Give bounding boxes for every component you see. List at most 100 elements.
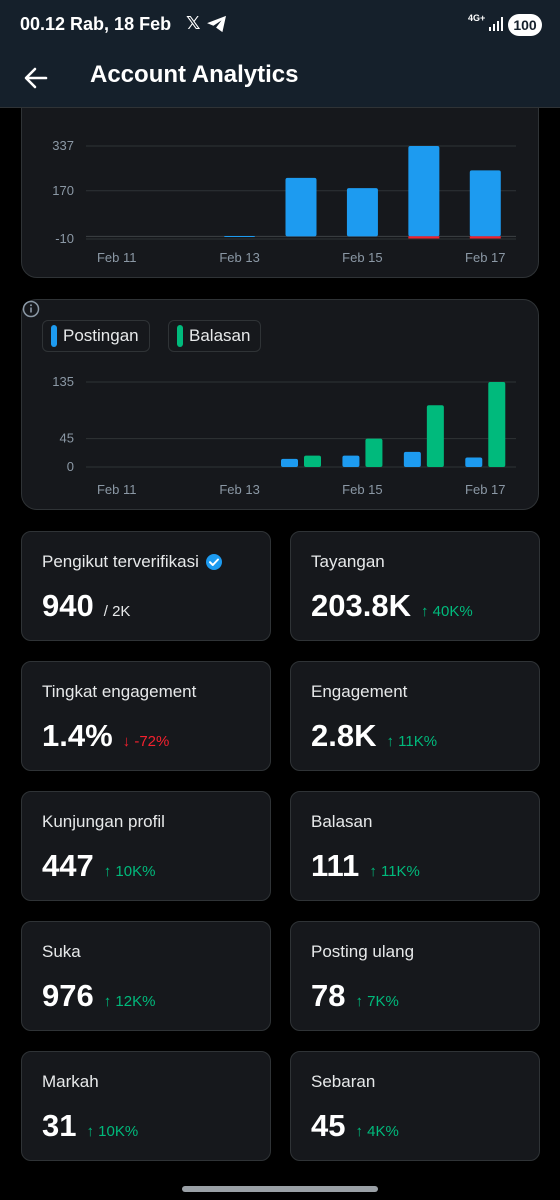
stat-value-row: 940 / 2K bbox=[42, 588, 130, 624]
stat-card[interactable]: Balasan 111 ↑ 11K% bbox=[290, 791, 540, 901]
y-tick-label: 135 bbox=[52, 374, 74, 389]
y-tick-label: 0 bbox=[67, 459, 74, 474]
stat-label: Sebaran bbox=[311, 1072, 375, 1092]
stat-card[interactable]: Suka 976 ↑ 12K% bbox=[21, 921, 271, 1031]
stat-value: 940 bbox=[42, 588, 94, 623]
stat-value: 447 bbox=[42, 848, 94, 883]
analytics-content[interactable]: 337 170 -10 Feb 11 Feb 13 Feb 15 Feb 17 Postin… bbox=[0, 108, 560, 1168]
stat-value-row: 976 ↑ 12K% bbox=[42, 978, 155, 1014]
stat-value: 2.8K bbox=[311, 718, 377, 753]
app-bar: Account Analytics bbox=[0, 50, 560, 108]
stat-change: ↑ 10K% bbox=[103, 863, 156, 880]
stat-value: 111 bbox=[311, 848, 360, 883]
stat-label: Tingkat engagement bbox=[42, 682, 196, 702]
y-tick-label: -10 bbox=[55, 231, 74, 246]
x-tick-label: Feb 11 bbox=[97, 482, 137, 497]
network-type: 4G+ bbox=[468, 13, 486, 23]
stat-card[interactable]: Kunjungan profil 447 ↑ 10K% bbox=[21, 791, 271, 901]
stat-label: Balasan bbox=[311, 812, 372, 832]
bar-postingan bbox=[342, 455, 360, 467]
stat-label-text: Tayangan bbox=[311, 552, 385, 571]
page-title: Account Analytics bbox=[90, 61, 299, 88]
stat-label-text: Engagement bbox=[311, 682, 408, 701]
bar-positive bbox=[469, 170, 501, 237]
verified-badge-icon bbox=[205, 554, 222, 570]
info-icon[interactable] bbox=[22, 300, 40, 318]
stat-value: 1.4% bbox=[42, 718, 113, 753]
stat-label-text: Markah bbox=[42, 1072, 99, 1091]
x-tick-label: Feb 17 bbox=[465, 250, 505, 265]
bar-postingan bbox=[403, 451, 421, 467]
gesture-nav-handle[interactable] bbox=[182, 1186, 378, 1192]
stat-label: Tayangan bbox=[311, 552, 385, 572]
stat-change: ↑ 10K% bbox=[86, 1123, 139, 1140]
legend-postingan[interactable]: Postingan bbox=[42, 320, 150, 352]
stat-change: ↑ 11K% bbox=[369, 863, 420, 880]
stat-value: 78 bbox=[311, 978, 346, 1013]
stat-value-row: 45 ↑ 4K% bbox=[311, 1108, 399, 1144]
status-time: 00.12 Rab, 18 Feb bbox=[20, 14, 172, 34]
stat-value-row: 203.8K ↑ 40K% bbox=[311, 588, 473, 624]
stat-label: Engagement bbox=[311, 682, 407, 702]
stat-label-text: Tingkat engagement bbox=[42, 682, 197, 701]
stat-label: Pengikut terverifikasi bbox=[42, 552, 223, 572]
stat-value: 203.8K bbox=[311, 588, 411, 623]
bar-positive bbox=[224, 236, 256, 238]
posts-replies-chart: 135 45 0 Feb 11 Feb 13 Feb 15 Feb 17 bbox=[52, 374, 516, 497]
stat-value-row: 447 ↑ 10K% bbox=[42, 848, 155, 884]
stat-label-text: Kunjungan profil bbox=[42, 812, 165, 831]
followers-chart: 337 170 -10 Feb 11 Feb 13 Feb 15 Feb 17 bbox=[52, 138, 516, 265]
stat-value-row: 1.4% ↓ -72% bbox=[42, 718, 169, 754]
bar-positive bbox=[346, 188, 378, 237]
stat-label-text: Pengikut terverifikasi bbox=[42, 552, 199, 571]
bar-postingan bbox=[281, 458, 298, 467]
stat-card[interactable]: Markah 31 ↑ 10K% bbox=[21, 1051, 271, 1161]
x-tick-label: Feb 11 bbox=[97, 250, 137, 265]
stat-value-row: 2.8K ↑ 11K% bbox=[311, 718, 437, 754]
bar-balasan bbox=[365, 438, 383, 467]
signal-icon bbox=[489, 17, 503, 31]
x-logo-icon: 𝕏 bbox=[186, 13, 201, 33]
stat-card[interactable]: Posting ulang 78 ↑ 7K% bbox=[290, 921, 540, 1031]
back-arrow-icon[interactable] bbox=[20, 62, 52, 94]
stat-card[interactable]: Engagement 2.8K ↑ 11K% bbox=[290, 661, 540, 771]
bar-balasan bbox=[304, 455, 321, 467]
legend-balasan[interactable]: Balasan bbox=[168, 320, 262, 352]
battery-icon: 100 bbox=[508, 14, 542, 36]
stat-card[interactable]: Pengikut terverifikasi 940 / 2K bbox=[21, 531, 271, 641]
bar-negative bbox=[408, 236, 440, 239]
bar-balasan bbox=[426, 405, 444, 467]
stat-value-row: 111 ↑ 11K% bbox=[311, 848, 420, 884]
legend-swatch-postingan bbox=[51, 325, 57, 347]
stat-value: 976 bbox=[42, 978, 94, 1013]
bar-negative bbox=[469, 236, 501, 239]
stat-change: ↑ 7K% bbox=[355, 993, 399, 1010]
posts-replies-chart-card: Postingan Balasan 135 45 0 Feb 11 Feb 13 Feb … bbox=[21, 299, 539, 510]
stat-change: ↑ 11K% bbox=[386, 733, 438, 750]
stat-label-text: Balasan bbox=[311, 812, 373, 831]
stat-change: ↑ 12K% bbox=[103, 993, 156, 1010]
x-tick-label: Feb 13 bbox=[219, 482, 259, 497]
bar-positive bbox=[408, 146, 440, 237]
stat-value: 45 bbox=[311, 1108, 346, 1143]
stat-label: Suka bbox=[42, 942, 81, 962]
bar-postingan bbox=[465, 457, 483, 467]
stat-value: 31 bbox=[42, 1108, 77, 1143]
x-tick-label: Feb 15 bbox=[342, 482, 382, 497]
legend-label-balasan: Balasan bbox=[189, 326, 251, 345]
stat-card[interactable]: Sebaran 45 ↑ 4K% bbox=[290, 1051, 540, 1161]
legend-label-postingan: Postingan bbox=[63, 326, 139, 345]
x-tick-label: Feb 13 bbox=[219, 250, 259, 265]
stat-card[interactable]: Tayangan 203.8K ↑ 40K% bbox=[290, 531, 540, 641]
stat-change: ↓ -72% bbox=[122, 733, 170, 750]
stat-goal: / 2K bbox=[103, 603, 131, 620]
stat-card[interactable]: Tingkat engagement 1.4% ↓ -72% bbox=[21, 661, 271, 771]
telegram-icon bbox=[207, 15, 226, 33]
stat-value-row: 78 ↑ 7K% bbox=[311, 978, 399, 1014]
stat-change: ↑ 40K% bbox=[420, 603, 473, 620]
x-tick-label: Feb 17 bbox=[465, 482, 505, 497]
stat-change: ↑ 4K% bbox=[355, 1123, 399, 1140]
legend-swatch-balasan bbox=[177, 325, 183, 347]
stat-label-text: Posting ulang bbox=[311, 942, 415, 961]
bar-positive bbox=[285, 177, 317, 237]
